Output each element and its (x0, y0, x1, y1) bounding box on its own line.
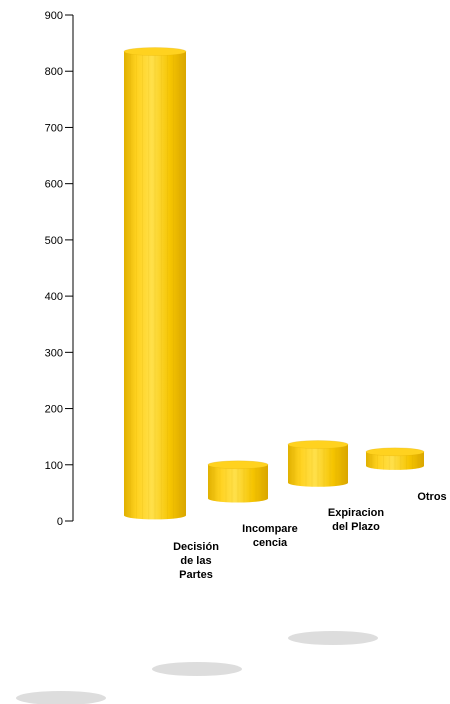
category-labels: Decisión de las Partes Incompare cencia Expir… (173, 491, 447, 581)
category-label: Incompare cencia (242, 523, 298, 549)
category-label: Decisión de las Partes (173, 541, 219, 581)
y-tick-label: 400 (45, 291, 63, 303)
y-axis-ticks: 0 100 200 300 400 500 600 700 800 900 (45, 10, 73, 528)
bar-body (366, 451, 424, 470)
bar-shadows (16, 631, 378, 704)
category-label: Expiracion del Plazo (328, 507, 385, 533)
floor-shadow (16, 691, 106, 704)
floor-shadow (288, 631, 378, 645)
y-tick-label: 200 (45, 404, 63, 416)
bar (123, 47, 187, 520)
bar (365, 447, 425, 470)
y-tick-label: 300 (45, 347, 63, 359)
bar-body (208, 464, 268, 503)
bar-top-cap (365, 447, 425, 457)
y-tick-label: 600 (45, 179, 63, 191)
y-tick-label: 900 (45, 10, 63, 22)
bars (123, 47, 425, 520)
y-tick-label: 700 (45, 122, 63, 134)
floor-shadow (152, 662, 242, 676)
bar-body (288, 444, 348, 487)
bar-top-cap (287, 440, 349, 449)
y-tick-label: 100 (45, 460, 63, 472)
y-tick-label: 500 (45, 235, 63, 247)
bar (287, 440, 349, 487)
bar-top-cap (207, 460, 269, 470)
bar (207, 460, 269, 503)
category-label: Otros (417, 491, 446, 503)
y-tick-label: 0 (57, 516, 63, 528)
y-tick-label: 800 (45, 66, 63, 78)
bar-top-cap (123, 47, 187, 56)
bar-body (124, 51, 186, 520)
